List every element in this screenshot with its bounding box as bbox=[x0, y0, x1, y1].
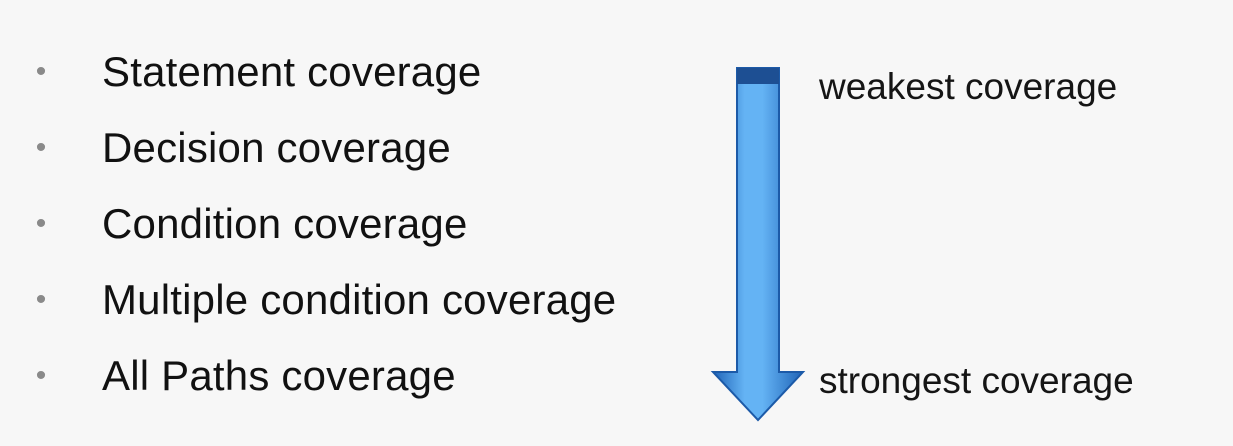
strongest-coverage-label: strongest coverage bbox=[819, 360, 1134, 401]
bullet-icon: • bbox=[35, 131, 47, 164]
bullet-icon: • bbox=[35, 207, 47, 240]
list-item-multiple-condition-coverage: • Multiple condition coverage bbox=[30, 270, 616, 330]
list-item-all-paths-coverage: • All Paths coverage bbox=[30, 346, 456, 406]
list-item-label: Statement coverage bbox=[102, 48, 482, 95]
list-item-condition-coverage: • Condition coverage bbox=[30, 194, 468, 254]
bullet-icon: • bbox=[35, 283, 47, 316]
arrow-body bbox=[710, 67, 806, 422]
list-item-statement-coverage: • Statement coverage bbox=[30, 42, 482, 102]
down-arrow-icon bbox=[710, 67, 806, 422]
arrow-top-band bbox=[737, 68, 779, 84]
list-item-decision-coverage: • Decision coverage bbox=[30, 118, 451, 178]
coverage-criteria-list: • Statement coverage • Decision coverage… bbox=[30, 42, 616, 406]
list-item-label: Multiple condition coverage bbox=[102, 276, 617, 323]
list-item-label: Decision coverage bbox=[102, 124, 451, 171]
bullet-icon: • bbox=[35, 55, 47, 88]
list-item-label: Condition coverage bbox=[102, 200, 468, 247]
bullet-icon: • bbox=[35, 359, 47, 392]
list-item-label: All Paths coverage bbox=[102, 352, 456, 399]
weakest-coverage-label: weakest coverage bbox=[819, 66, 1118, 107]
